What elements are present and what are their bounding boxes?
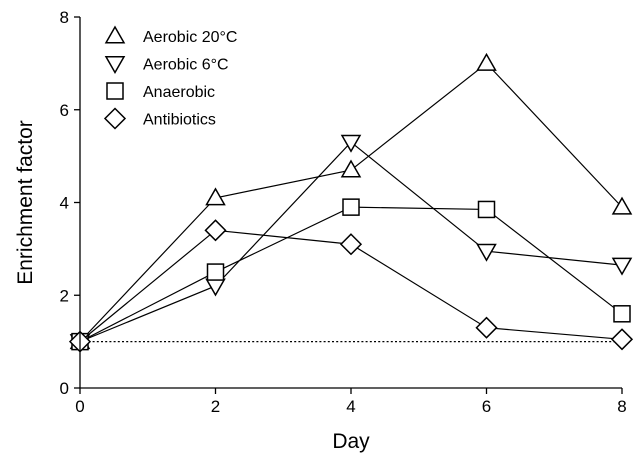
legend-label: Aerobic 20°C (143, 29, 237, 46)
legend-label: Antibiotics (143, 112, 216, 129)
y-tick-label: 4 (60, 194, 69, 213)
data-point (206, 220, 226, 240)
legend-label: Anaerobic (143, 84, 215, 101)
legend: Aerobic 20°C Aerobic 6°C Anaerobic Antibiot… (105, 27, 237, 129)
series-square (72, 199, 630, 349)
legend-entry: Aerobic 6°C (106, 57, 229, 74)
x-tick-label: 6 (482, 397, 491, 416)
y-tick-label: 2 (60, 286, 69, 305)
legend-entry: Anaerobic (107, 83, 215, 101)
y-axis-title: Enrichment factor (14, 120, 37, 285)
x-tick-label: 0 (75, 397, 84, 416)
data-point (343, 199, 359, 215)
data-point (207, 279, 225, 295)
x-tick-label: 4 (346, 397, 355, 416)
y-tick-label: 8 (60, 8, 69, 27)
data-point (208, 264, 224, 280)
data-point (612, 329, 632, 349)
x-axis-title: Day (332, 430, 370, 453)
data-point (342, 161, 360, 177)
legend-marker (106, 57, 124, 73)
data-point (613, 258, 631, 274)
y-tick-label: 6 (60, 101, 69, 120)
axes: 0 2 4 6 8 0 2 4 6 8 Day Enrichment factor (14, 8, 627, 453)
legend-marker (107, 83, 123, 99)
legend-marker (106, 27, 124, 43)
series-diamond (70, 220, 632, 351)
data-point (479, 201, 495, 217)
legend-label: Aerobic 6°C (143, 57, 229, 74)
data-point (477, 318, 497, 338)
y-tick-label: 0 (60, 379, 69, 398)
legend-entry: Antibiotics (105, 109, 216, 129)
legend-marker (105, 109, 125, 129)
x-ticks: 0 2 4 6 8 (75, 388, 626, 416)
data-point (614, 306, 630, 322)
legend-entry: Aerobic 20°C (106, 27, 237, 46)
data-point (478, 54, 496, 70)
x-tick-label: 2 (211, 397, 220, 416)
data-point (341, 234, 361, 254)
x-tick-label: 8 (617, 397, 626, 416)
